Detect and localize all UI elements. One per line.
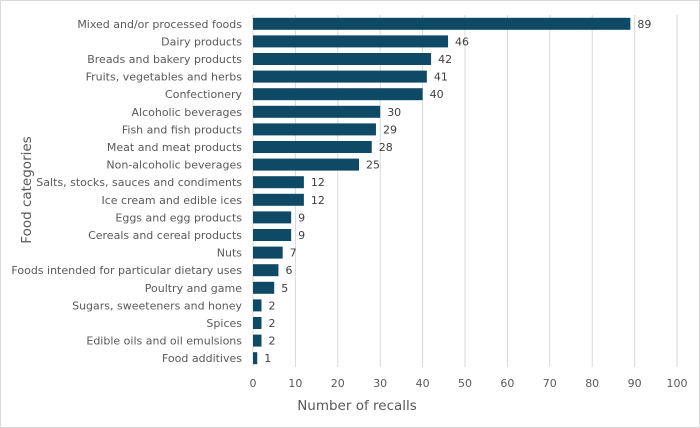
category-label: Ice cream and edible ices bbox=[101, 194, 242, 207]
category-label: Nuts bbox=[217, 247, 243, 260]
bar bbox=[253, 281, 275, 294]
category-label: Non-alcoholic beverages bbox=[106, 159, 242, 172]
data-label: 12 bbox=[311, 176, 325, 189]
category-label: Poultry and game bbox=[145, 282, 242, 295]
bar bbox=[253, 317, 262, 329]
bar bbox=[253, 193, 304, 206]
data-label: 9 bbox=[298, 229, 305, 242]
bar bbox=[253, 53, 432, 65]
category-label: Meat and meat products bbox=[107, 141, 242, 154]
bar bbox=[253, 88, 423, 101]
data-label: 9 bbox=[298, 211, 305, 224]
data-label: 6 bbox=[285, 264, 292, 277]
bar bbox=[253, 158, 359, 171]
data-label: 29 bbox=[383, 123, 397, 136]
x-tick-label: 40 bbox=[416, 377, 430, 390]
x-tick-label: 90 bbox=[628, 377, 642, 390]
category-label: Dairy products bbox=[161, 35, 242, 48]
data-label: 2 bbox=[268, 299, 275, 312]
data-label: 2 bbox=[268, 335, 275, 348]
category-label: Sugars, sweeteners and honey bbox=[72, 299, 242, 312]
x-tick-label: 0 bbox=[250, 377, 257, 390]
x-tick-label: 100 bbox=[667, 377, 688, 390]
category-label: Cereals and cereal products bbox=[88, 229, 242, 242]
bar bbox=[253, 70, 427, 83]
data-label: 46 bbox=[455, 35, 469, 48]
category-label: Salts, stocks, sauces and condiments bbox=[36, 176, 242, 189]
data-label: 2 bbox=[268, 317, 275, 330]
category-label: Foods intended for particular dietary us… bbox=[11, 264, 242, 277]
category-label: Spices bbox=[206, 317, 242, 330]
data-label: 89 bbox=[637, 18, 651, 31]
data-label: 5 bbox=[281, 282, 288, 295]
category-label: Breads and bakery products bbox=[87, 53, 242, 66]
category-label: Fruits, vegetables and herbs bbox=[86, 71, 243, 84]
data-label: 28 bbox=[379, 141, 393, 154]
bar bbox=[253, 35, 449, 48]
x-tick-label: 70 bbox=[543, 377, 557, 390]
category-label: Edible oils and oil emulsions bbox=[86, 335, 242, 348]
x-tick-label: 50 bbox=[458, 377, 472, 390]
bar bbox=[253, 229, 292, 241]
x-tick-label: 10 bbox=[288, 377, 302, 390]
x-tick-label: 30 bbox=[373, 377, 387, 390]
x-tick-label: 60 bbox=[500, 377, 514, 390]
category-label: Mixed and/or processed foods bbox=[77, 18, 242, 31]
bar bbox=[253, 211, 292, 224]
bar bbox=[253, 352, 258, 365]
data-label: 41 bbox=[434, 71, 448, 84]
category-label: Alcoholic beverages bbox=[132, 106, 243, 119]
x-tick-label: 20 bbox=[331, 377, 345, 390]
bar bbox=[253, 334, 262, 347]
data-label: 30 bbox=[387, 106, 401, 119]
data-label: 25 bbox=[366, 159, 380, 172]
x-axis-title: Number of recalls bbox=[297, 398, 417, 414]
data-label: 1 bbox=[264, 352, 271, 365]
bar bbox=[253, 105, 381, 118]
bar bbox=[253, 264, 279, 277]
bar bbox=[253, 246, 283, 259]
bar bbox=[253, 176, 304, 189]
data-label: 40 bbox=[430, 88, 444, 101]
x-tick-label: 80 bbox=[585, 377, 599, 390]
data-label: 42 bbox=[438, 53, 452, 66]
category-label: Fish and fish products bbox=[122, 123, 242, 136]
y-axis-title: Food categories bbox=[19, 136, 35, 243]
category-label: Eggs and egg products bbox=[115, 211, 242, 224]
category-label: Confectionery bbox=[165, 88, 242, 101]
bar bbox=[253, 299, 262, 312]
bar bbox=[253, 123, 376, 136]
data-label: 7 bbox=[290, 247, 297, 260]
bar bbox=[253, 141, 372, 153]
bar bbox=[253, 17, 631, 30]
data-label: 12 bbox=[311, 194, 325, 207]
category-label: Food additives bbox=[162, 352, 242, 365]
